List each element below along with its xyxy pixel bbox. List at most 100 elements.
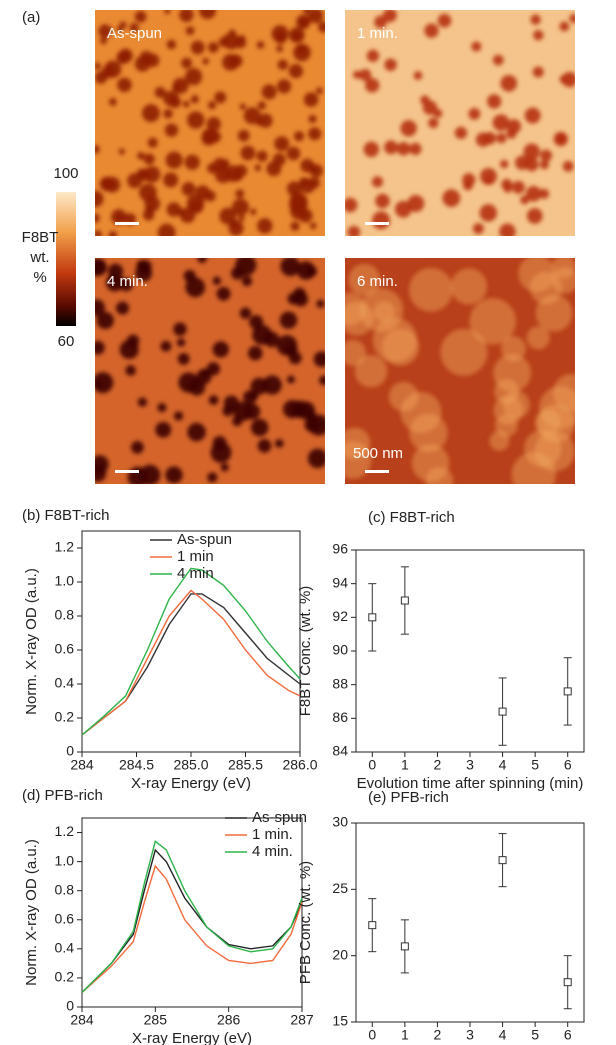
spot (165, 466, 183, 484)
spot (257, 101, 266, 110)
spot (316, 299, 325, 308)
spot (480, 167, 497, 185)
spot (499, 223, 516, 236)
spot (212, 341, 229, 358)
spot (499, 159, 509, 169)
spot (299, 199, 308, 209)
spot (315, 87, 323, 95)
y-tick-label: 0.4 (55, 675, 75, 691)
spot (185, 277, 206, 298)
spot (492, 54, 504, 66)
spot (514, 155, 530, 170)
spot (202, 57, 209, 65)
micrograph-content (345, 258, 575, 484)
spot (422, 100, 438, 115)
spot (489, 430, 510, 451)
spot (520, 195, 530, 205)
y-tick-label: 0.6 (55, 641, 75, 657)
spot (195, 185, 210, 201)
x-tick-label: 5 (531, 1027, 539, 1043)
spot (297, 44, 306, 54)
spot (166, 39, 177, 50)
spot (108, 230, 118, 236)
spot (169, 96, 182, 108)
spot (313, 351, 325, 368)
y-axis-label: Norm. X-ray OD (a.u.) (23, 839, 40, 986)
micrograph-content (95, 258, 325, 484)
legend-label: 4 min. (252, 843, 293, 860)
spot (345, 427, 371, 460)
spot (115, 301, 130, 315)
x-tick-label: 284 (70, 1012, 94, 1028)
spot (134, 10, 147, 23)
spots (345, 258, 575, 484)
scale-bar (365, 222, 389, 225)
x-tick-label: 3 (466, 1027, 474, 1043)
spot (293, 131, 305, 142)
spot (511, 180, 525, 194)
spot (95, 190, 104, 208)
x-tick-label: 4 (499, 757, 507, 773)
spot (277, 59, 289, 70)
spot (157, 403, 167, 413)
x-tick-label: 6 (564, 757, 572, 773)
x-tick-label: 1 (401, 757, 409, 773)
spot (288, 351, 302, 365)
micrograph-content (95, 10, 325, 236)
spot (254, 164, 262, 172)
spot (249, 208, 257, 216)
spot (145, 53, 160, 68)
y-tick-label: 0.8 (55, 881, 75, 897)
colorbar-title: wt. (29, 249, 49, 266)
spot (231, 266, 245, 280)
spot (288, 64, 304, 79)
scale-bar (115, 470, 139, 473)
plot-frame (81, 817, 303, 1008)
micrograph-content (345, 10, 575, 236)
spot (372, 211, 391, 230)
spot (207, 101, 217, 110)
spot (250, 418, 269, 437)
spot (487, 94, 502, 109)
spot (256, 119, 263, 126)
x-tick-label: 287 (290, 1012, 314, 1028)
spot (348, 263, 381, 296)
spot (384, 140, 398, 155)
y-axis-label: Norm. X-ray OD (a.u.) (23, 568, 40, 715)
chart-title: (c) F8BT-rich (368, 509, 455, 526)
spot (243, 390, 257, 405)
spot (413, 71, 423, 80)
spot (176, 338, 186, 347)
spot (127, 173, 143, 189)
spot (286, 146, 301, 161)
x-tick-label: 1 (401, 1027, 409, 1043)
spot (354, 355, 388, 388)
spot (345, 197, 358, 213)
spot (143, 166, 161, 183)
spot (231, 198, 249, 216)
spot (523, 143, 541, 161)
x-tick-label: 2 (434, 1027, 442, 1043)
chart-title: (e) PFB-rich (368, 789, 449, 806)
spot (468, 107, 481, 120)
x-tick-label: 0 (368, 757, 376, 773)
micrograph (95, 258, 325, 484)
spot (98, 24, 112, 38)
legend-label: As-spun (177, 531, 232, 548)
spot (298, 208, 313, 223)
spot (201, 130, 217, 146)
spot (540, 149, 553, 162)
y-tick-label: 96 (332, 541, 348, 557)
spot (493, 395, 524, 425)
spot (365, 78, 380, 93)
spot (400, 120, 417, 137)
x-tick-label: 6 (564, 1027, 572, 1043)
spot (303, 10, 311, 15)
x-tick-label: 285.5 (228, 757, 263, 773)
x-axis-label: Evolution time after spinning (min) (357, 775, 584, 792)
spot (308, 114, 317, 124)
spot (190, 95, 199, 104)
spot (206, 362, 221, 376)
spot (308, 127, 322, 141)
